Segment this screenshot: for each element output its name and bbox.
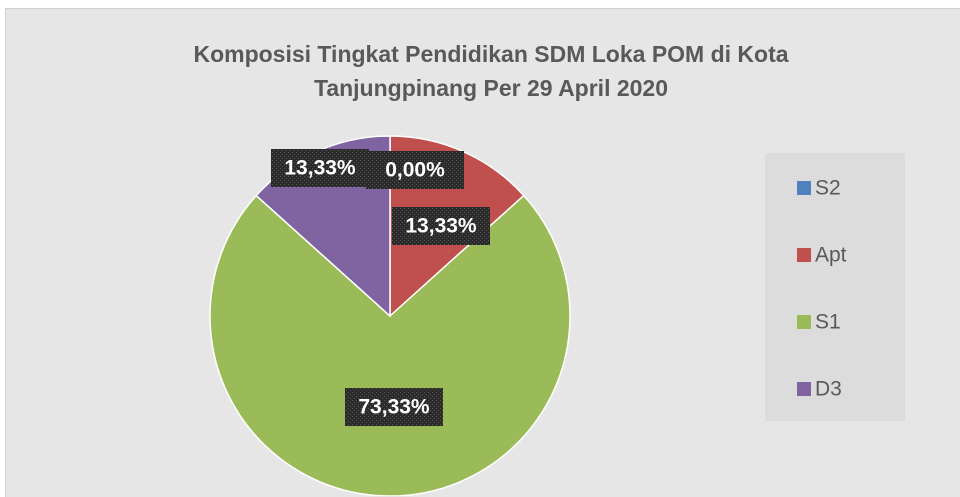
legend-box bbox=[765, 153, 905, 421]
data-label-box bbox=[392, 207, 490, 245]
data-label: 13,33% bbox=[284, 157, 356, 180]
legend-swatch bbox=[797, 248, 811, 262]
data-label-box bbox=[271, 149, 369, 187]
legend-label: S2 bbox=[815, 177, 841, 200]
data-label: 73,33% bbox=[358, 396, 430, 419]
data-label: 13,33% bbox=[405, 215, 477, 238]
data-label-box bbox=[345, 388, 443, 426]
chart-title: Komposisi Tingkat Pendidikan SDM Loka PO… bbox=[193, 41, 789, 101]
data-label: 0,00% bbox=[385, 159, 445, 182]
legend-swatch bbox=[797, 181, 811, 195]
legend-label: S1 bbox=[815, 311, 841, 334]
legend-swatch bbox=[797, 382, 811, 396]
legend-label: Apt bbox=[815, 244, 847, 267]
legend-label: D3 bbox=[815, 378, 842, 401]
legend-swatch bbox=[797, 315, 811, 329]
data-label-box bbox=[366, 151, 464, 189]
